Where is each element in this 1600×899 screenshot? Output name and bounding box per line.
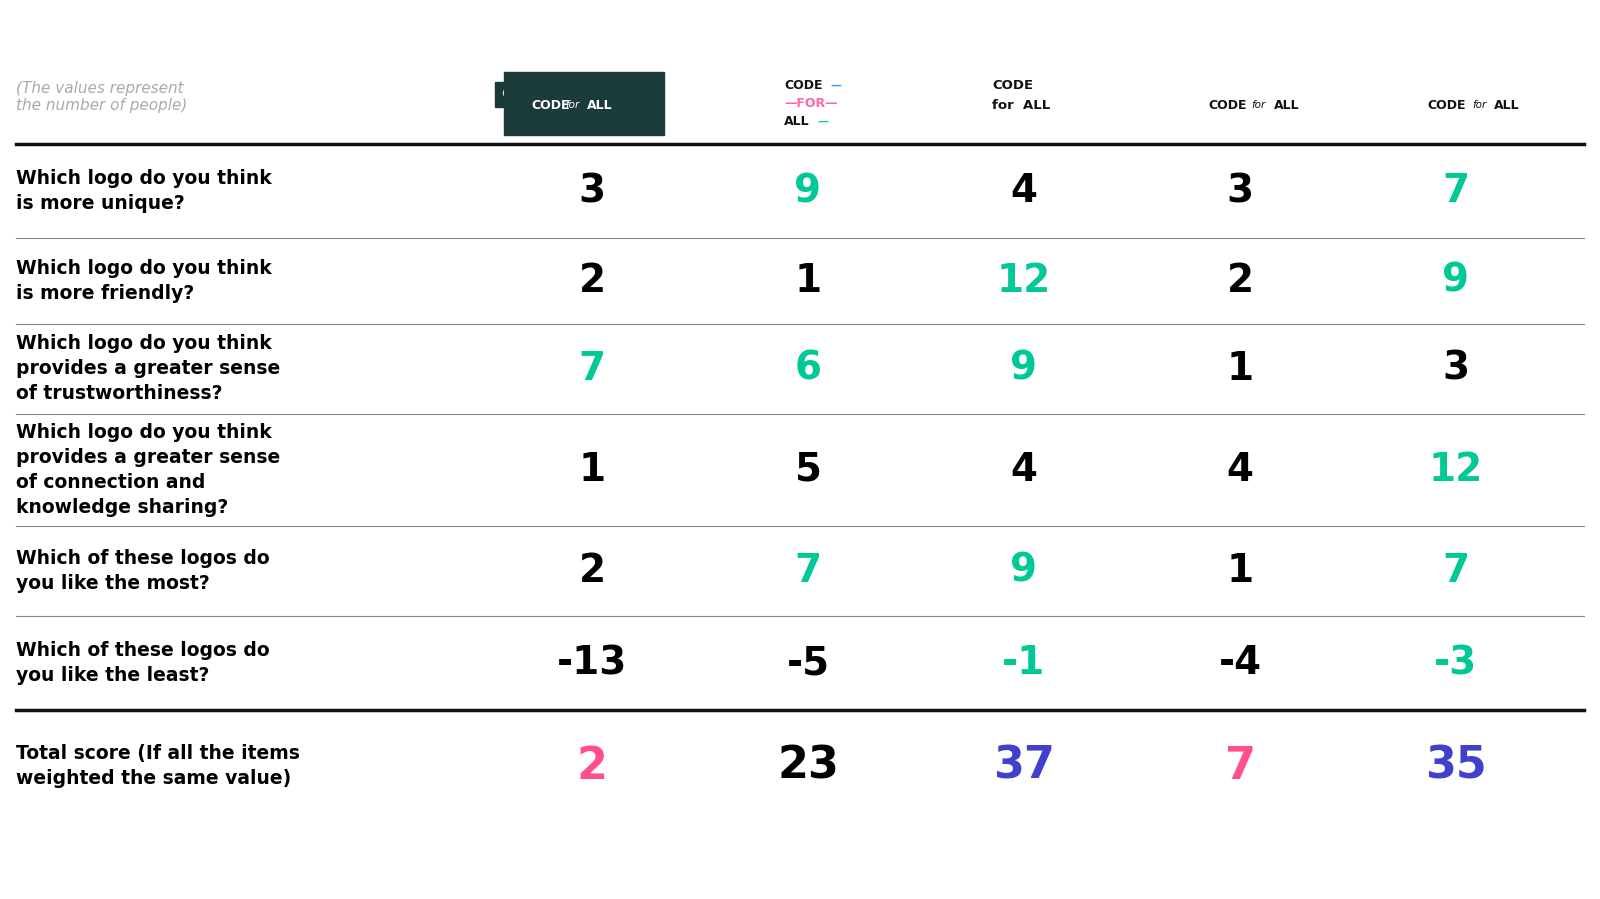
FancyBboxPatch shape (504, 72, 664, 135)
Text: —FOR—: —FOR— (784, 97, 837, 110)
Text: ALL: ALL (1274, 99, 1299, 111)
Text: ALL: ALL (784, 115, 810, 128)
Text: 9: 9 (1443, 262, 1469, 300)
Text: 7: 7 (1443, 172, 1469, 210)
Text: 7: 7 (1224, 745, 1256, 788)
Text: 3: 3 (579, 172, 605, 210)
Text: 7: 7 (579, 350, 605, 387)
Text: 2: 2 (579, 552, 605, 590)
Text: Which logo do you think
provides a greater sense
of trustworthiness?: Which logo do you think provides a great… (16, 334, 280, 403)
Text: 6: 6 (795, 350, 821, 387)
Text: -4: -4 (1219, 644, 1261, 682)
Text: 2: 2 (579, 262, 605, 300)
Text: CODE: CODE (1427, 99, 1466, 111)
Text: -13: -13 (557, 644, 627, 682)
Text: 3: 3 (1227, 172, 1253, 210)
Text: CODE: CODE (531, 99, 570, 111)
Text: 37: 37 (994, 745, 1054, 788)
Text: CODE: CODE (1208, 99, 1246, 111)
Text: 12: 12 (1429, 450, 1483, 489)
Text: 9: 9 (795, 172, 821, 210)
Text: for  ALL: for ALL (992, 99, 1050, 111)
Text: Total score (If all the items
weighted the same value): Total score (If all the items weighted t… (16, 744, 299, 788)
Text: CODE: CODE (784, 79, 822, 92)
Text: Which logo do you think
provides a greater sense
of connection and
knowledge sha: Which logo do you think provides a great… (16, 423, 280, 517)
Text: 5: 5 (795, 450, 821, 489)
Text: CODE: CODE (501, 87, 544, 102)
Text: 7: 7 (795, 552, 821, 590)
Text: -3: -3 (1434, 644, 1478, 682)
Text: for: for (1251, 100, 1266, 111)
Text: 1: 1 (795, 262, 821, 300)
Text: Which logo do you think
is more unique?: Which logo do you think is more unique? (16, 169, 272, 213)
Text: 12: 12 (997, 262, 1051, 300)
Text: Which of these logos do
you like the least?: Which of these logos do you like the lea… (16, 641, 270, 685)
Text: CODE: CODE (992, 79, 1034, 92)
Text: 2: 2 (576, 745, 608, 788)
Text: (The values represent
the number of people): (The values represent the number of peop… (16, 81, 187, 113)
Text: 9: 9 (1011, 552, 1037, 590)
Text: 1: 1 (579, 450, 605, 489)
Text: 4: 4 (1227, 450, 1253, 489)
Text: -5: -5 (787, 644, 829, 682)
Text: 7: 7 (1443, 552, 1469, 590)
Text: ALL: ALL (587, 99, 613, 111)
Text: 1: 1 (1227, 552, 1253, 590)
Text: for: for (1472, 100, 1486, 111)
Text: Which logo do you think
is more friendly?: Which logo do you think is more friendly… (16, 259, 272, 303)
Text: —: — (830, 80, 842, 91)
Text: 4: 4 (1011, 450, 1037, 489)
Text: -1: -1 (1002, 644, 1046, 682)
Text: 23: 23 (778, 745, 838, 788)
Text: —: — (818, 116, 829, 127)
Text: 2: 2 (1227, 262, 1253, 300)
Text: 9: 9 (1011, 350, 1037, 387)
Text: 35: 35 (1426, 745, 1486, 788)
Text: for: for (565, 100, 579, 111)
Text: 3: 3 (1443, 350, 1469, 387)
Text: Which of these logos do
you like the most?: Which of these logos do you like the mos… (16, 549, 270, 592)
Text: 1: 1 (1227, 350, 1253, 387)
Text: ALL: ALL (1494, 99, 1520, 111)
Text: 4: 4 (1011, 172, 1037, 210)
